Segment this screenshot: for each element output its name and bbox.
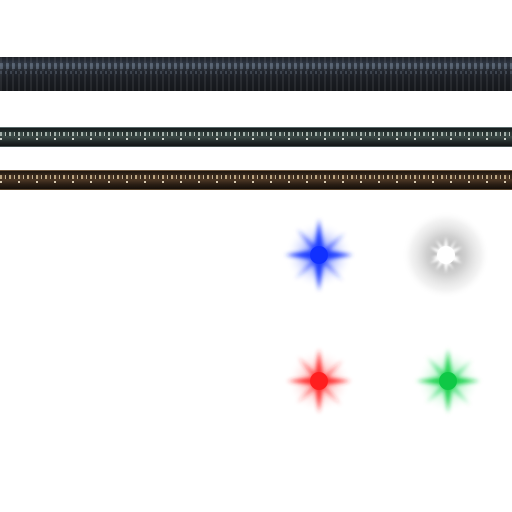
red-star-flare-icon <box>271 333 367 429</box>
window-lights-lower <box>0 181 512 183</box>
white-starburst-flare-icon <box>398 207 494 303</box>
building-strip-dark <box>0 57 512 91</box>
window-lights-upper <box>0 175 512 179</box>
building-strip-brown-lit <box>0 170 512 190</box>
blue-star-flare-icon <box>271 207 367 303</box>
window-lights-upper <box>0 132 512 136</box>
green-star-flare-icon <box>400 333 496 429</box>
window-lights-lower <box>0 138 512 140</box>
building-strip-teal-lit <box>0 127 512 147</box>
